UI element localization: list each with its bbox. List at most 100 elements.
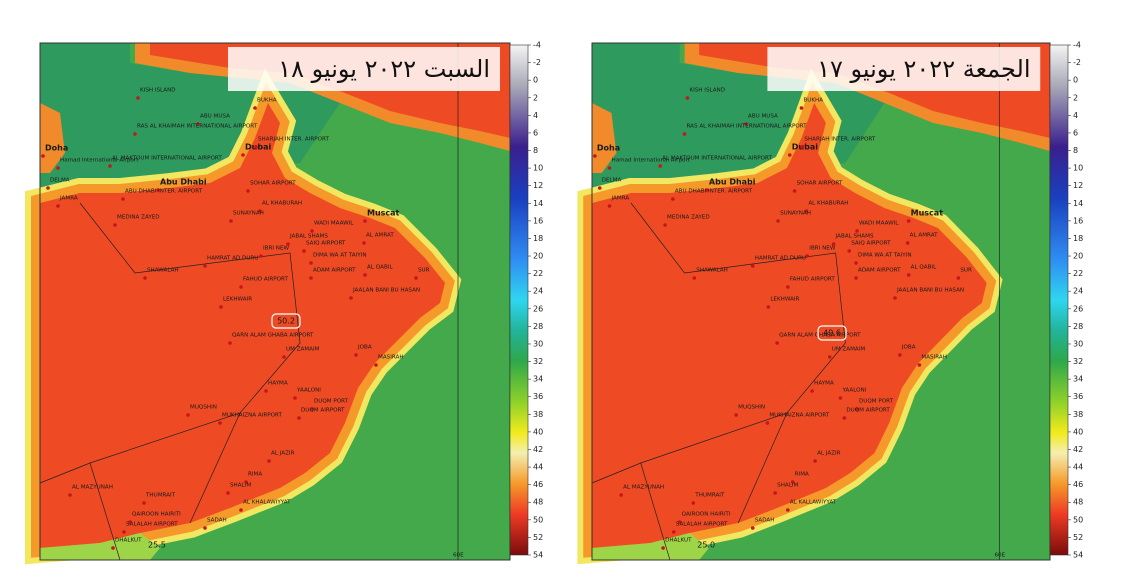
- place-dot: [663, 223, 667, 227]
- place-label: AL KHABURAH: [808, 201, 848, 207]
- colorbar-tick-label: 2: [1073, 93, 1078, 102]
- place-label: SUR: [418, 268, 430, 274]
- place-dot: [792, 189, 797, 193]
- place-label: ABU MUSA: [200, 114, 230, 120]
- place-label: SALALAH AIRPORT: [676, 522, 728, 528]
- place-dot: [414, 276, 418, 280]
- place-label: DIMA WA AT TAIYIN: [858, 253, 912, 259]
- place-dot: [691, 501, 696, 505]
- colorbar-tick-label: 10: [1073, 164, 1083, 173]
- colorbar-tick-label: 52: [533, 533, 543, 542]
- place-dot: [776, 219, 780, 223]
- place-label: YAALONI: [841, 388, 866, 394]
- place-dot: [143, 276, 147, 280]
- place-label: Dubai: [792, 143, 818, 152]
- place-label: FAHUD AIRPORT: [243, 277, 289, 283]
- colorbar-tick-label: 34: [533, 375, 543, 384]
- colorbar-tick-label: 32: [1073, 357, 1083, 366]
- colorbar-tick-label: 40: [1073, 427, 1083, 436]
- place-dot: [309, 261, 313, 265]
- place-label: YAALONI: [296, 388, 321, 394]
- place-label: AL MAZYUNAH: [72, 485, 113, 491]
- place-dot: [41, 154, 45, 158]
- place-label: MASIRAH: [921, 355, 947, 361]
- place-dot: [56, 166, 60, 170]
- place-dot: [142, 501, 146, 505]
- place-dot: [258, 209, 262, 213]
- place-label: ABU MUSA: [748, 114, 778, 120]
- place-dot: [682, 132, 687, 136]
- colorbar-tick-label: 50: [533, 515, 543, 524]
- place-dot: [786, 508, 790, 512]
- colorbar-tick-label: 44: [1073, 463, 1083, 472]
- place-dot: [46, 186, 50, 190]
- place-dot: [831, 242, 836, 246]
- colorbar-tick-label: 28: [533, 322, 543, 331]
- place-label: UM ZAMAIM: [286, 347, 320, 353]
- colorbar-tick-label: 0: [1073, 76, 1078, 85]
- place-label: KISH ISLAND: [689, 88, 725, 94]
- colorbar-tick-label: 32: [533, 357, 543, 366]
- place-label: IBRI NEW: [809, 246, 836, 252]
- place-label: JAMRA: [59, 196, 78, 202]
- place-dot: [765, 421, 770, 425]
- place-label: MUQSHIN: [190, 405, 217, 411]
- place-dot: [661, 546, 665, 550]
- max-box: [271, 313, 301, 329]
- place-label: RIMA: [795, 472, 809, 478]
- place-label: Doha: [45, 144, 68, 153]
- place-label: Muscat: [367, 209, 400, 218]
- place-dot: [773, 491, 777, 495]
- colorbar-tick-label: 18: [1073, 234, 1083, 243]
- place-dot: [854, 261, 858, 265]
- place-label: HAYMA: [268, 381, 288, 387]
- colorbar-tick-label: 46: [533, 480, 543, 489]
- place-label: QAIROON HAIRITI: [682, 512, 731, 518]
- colorbar-tick-label: 38: [1073, 410, 1083, 419]
- place-dot: [186, 413, 190, 417]
- place-label: DUQM PORT: [314, 399, 349, 405]
- place-dot: [302, 249, 306, 253]
- place-label: DUQM AIRPORT: [301, 408, 345, 414]
- place-label: LEKHWAIR: [770, 297, 799, 303]
- place-dot: [228, 341, 232, 345]
- place-dot: [671, 197, 675, 201]
- colorbar-tick-label: 16: [533, 216, 543, 225]
- colorbar-tick-label: 4: [1073, 111, 1078, 120]
- place-label: JOBA: [901, 345, 916, 351]
- place-dot: [254, 145, 258, 149]
- max-value: 50.2: [277, 317, 295, 326]
- place-label: JABAL SHAMS: [835, 234, 874, 240]
- colorbar-tick-label: 48: [1073, 498, 1083, 507]
- place-label: SHALIM: [230, 483, 251, 489]
- colorbar-tick-label: 48: [533, 498, 543, 507]
- place-label: SHARJAH INTER. AIRPORT: [804, 137, 875, 143]
- colorbar-tick-label: -4: [1073, 41, 1081, 50]
- place-dot: [804, 209, 809, 213]
- place-dot: [310, 407, 314, 411]
- place-dot: [156, 188, 160, 192]
- place-dot: [805, 254, 810, 258]
- colorbar-tick-label: 4: [533, 111, 538, 120]
- colorbar-tick-label: -4: [533, 41, 541, 50]
- place-dot: [775, 341, 779, 345]
- colorbar-tick-label: 40: [533, 427, 543, 436]
- place-label: Abu Dhabi: [160, 178, 207, 187]
- place-dot: [374, 363, 378, 367]
- place-label: Hamad International Airport: [611, 158, 690, 164]
- place-label: AL JAZIR: [271, 451, 295, 457]
- colorbar-tick-label: 28: [1073, 322, 1083, 331]
- place-label: JOBA: [357, 345, 372, 351]
- map-base: [592, 43, 1050, 560]
- place-label: SOHAR AIRPORT: [250, 181, 296, 187]
- colorbar-tick-label: 20: [533, 252, 543, 261]
- place-label: ADAM AIRPORT: [858, 268, 901, 274]
- place-label: HAMRAT AD DURU: [755, 256, 806, 262]
- colorbar-tick-label: 42: [533, 445, 543, 454]
- map-panel: KISH ISLAND BUKHA ABU MUSA RAS AL KHAIMAH I…: [592, 41, 1083, 561]
- map: [592, 43, 1050, 560]
- colorbar-tick-label: 14: [1073, 199, 1083, 208]
- place-dot: [362, 241, 366, 245]
- place-label: Doha: [597, 144, 620, 153]
- place-label: SADAH: [207, 518, 227, 524]
